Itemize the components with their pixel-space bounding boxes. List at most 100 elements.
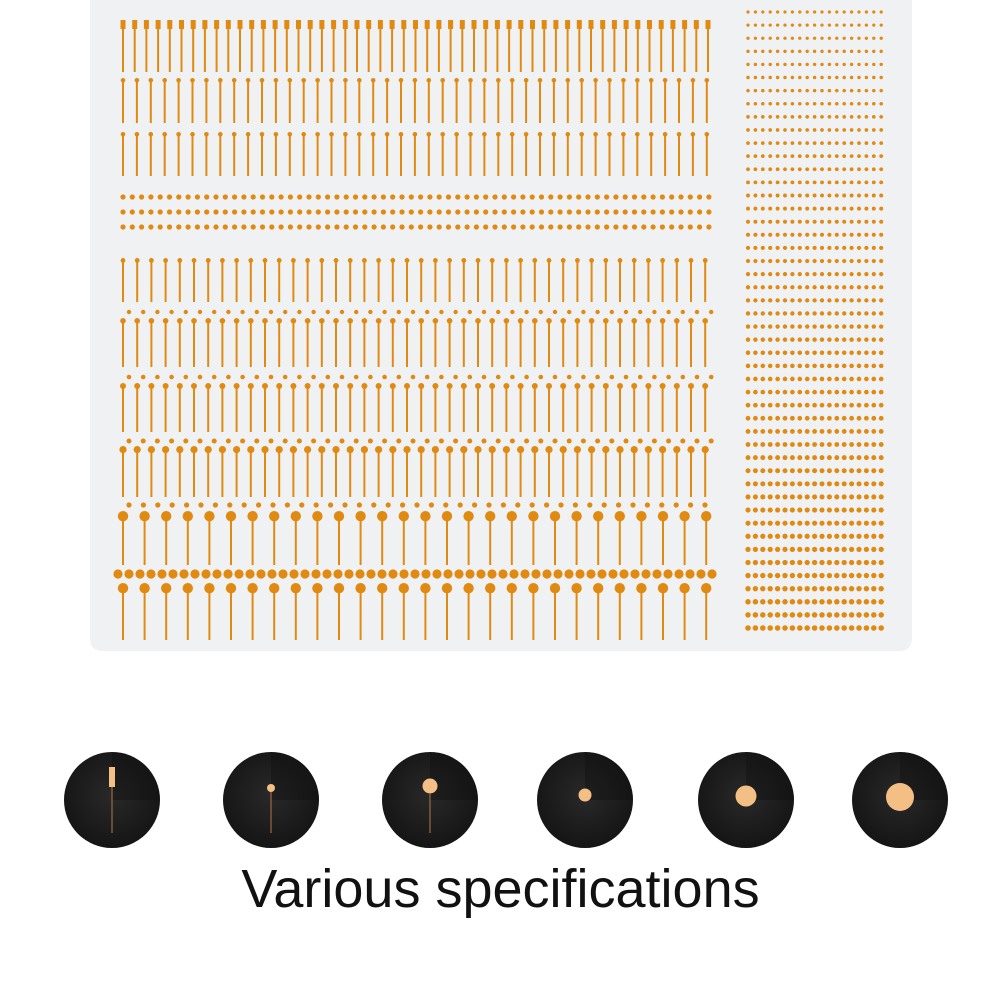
grid-dot — [849, 481, 855, 487]
pad-dot — [353, 374, 359, 380]
pin-lead — [413, 134, 416, 176]
pin-rect-pad — [307, 20, 313, 29]
pin-lead — [344, 134, 347, 176]
pin-lead — [448, 260, 451, 302]
grid-dot — [760, 363, 766, 369]
grid-dot — [820, 115, 824, 119]
spec-sample-small-round-pad — [537, 752, 633, 848]
pad-dot — [140, 502, 146, 508]
pad-dot — [185, 224, 191, 230]
pad-dot — [432, 569, 442, 579]
pad-dot — [362, 209, 368, 215]
grid-dot — [819, 376, 825, 382]
grid-dot — [834, 258, 839, 264]
pad-dot — [155, 309, 160, 315]
pin-rect-pad — [354, 20, 360, 29]
pad-dot — [524, 374, 529, 380]
lead-line — [111, 787, 113, 833]
pin-lead — [704, 260, 707, 302]
grid-dot — [872, 36, 876, 40]
pad-dot — [232, 194, 238, 200]
grid-dot — [768, 245, 773, 250]
grid-dot — [775, 245, 780, 250]
grid-dot — [767, 585, 773, 592]
grid-dot — [745, 572, 751, 579]
grid-dot — [872, 62, 876, 67]
grid-dot — [805, 219, 810, 224]
pad-dot — [687, 224, 693, 230]
pad-dot — [666, 438, 672, 444]
grid-dot — [768, 154, 773, 159]
grid-dot — [857, 206, 861, 211]
grid-dot — [783, 154, 787, 159]
pin-lead — [661, 320, 664, 367]
pin-lead — [690, 449, 692, 497]
grid-dot — [871, 167, 876, 172]
pad-dot — [259, 194, 266, 200]
pad-dot — [227, 502, 233, 508]
grid-dot — [812, 402, 817, 408]
grid-dot — [871, 625, 877, 631]
grid-dot — [864, 363, 869, 369]
pin-lead — [576, 320, 579, 367]
pin-lead — [320, 320, 323, 367]
grid-dot — [826, 520, 832, 526]
grid-dot — [812, 193, 817, 198]
pad-dot — [595, 309, 600, 315]
pin-lead — [554, 588, 556, 640]
grid-dot — [872, 75, 876, 80]
grid-dot — [774, 599, 781, 605]
pad-dot — [609, 309, 614, 315]
pad-dot — [481, 438, 487, 444]
pad-dot — [418, 209, 424, 215]
grid-dot — [775, 62, 780, 67]
pin-lead — [636, 28, 639, 72]
pad-dot — [325, 438, 331, 444]
pin-lead — [207, 449, 210, 497]
grid-dot — [878, 337, 884, 342]
grid-dot — [864, 311, 869, 316]
pin-lead — [469, 134, 472, 176]
grid-dot — [849, 402, 854, 408]
grid-dot — [805, 298, 810, 303]
grid-dot — [864, 75, 869, 80]
grid-dot — [775, 494, 781, 500]
pin-rect-pad — [272, 20, 278, 29]
pad-dot — [300, 569, 310, 579]
grid-dot — [857, 154, 861, 159]
pin-lead — [562, 320, 565, 367]
pin-lead — [420, 449, 423, 497]
pad-dot — [453, 438, 459, 444]
pad-dot — [595, 374, 600, 380]
pad-dot — [495, 374, 501, 380]
grid-dot — [834, 167, 839, 172]
pin-lead — [625, 28, 628, 72]
grid-dot — [878, 533, 884, 539]
grid-dot — [783, 128, 787, 132]
pin-lead — [511, 80, 514, 123]
grid-dot — [834, 154, 839, 159]
pad-dot — [278, 569, 288, 579]
grid-dot — [789, 520, 795, 526]
pin-lead — [562, 449, 565, 497]
grid-dot — [775, 389, 780, 395]
grid-dot — [790, 324, 795, 329]
pin-lead — [338, 516, 340, 565]
pin-lead — [519, 320, 522, 367]
pad-dot — [211, 438, 217, 444]
pin-lead — [186, 588, 189, 640]
pin-lead — [691, 80, 694, 123]
grid-dot — [782, 533, 788, 539]
pad-dot — [148, 224, 154, 230]
pin-lead — [636, 134, 639, 176]
pin-lead — [461, 28, 464, 72]
pin-lead — [510, 588, 513, 640]
pad-dot — [557, 194, 563, 200]
grid-dot — [826, 442, 832, 447]
grid-dot — [774, 585, 781, 592]
pin-rect-pad — [120, 20, 126, 29]
grid-dot — [775, 337, 780, 342]
pin-lead — [193, 320, 195, 367]
grid-dot — [767, 599, 773, 605]
grid-dot — [811, 599, 818, 605]
